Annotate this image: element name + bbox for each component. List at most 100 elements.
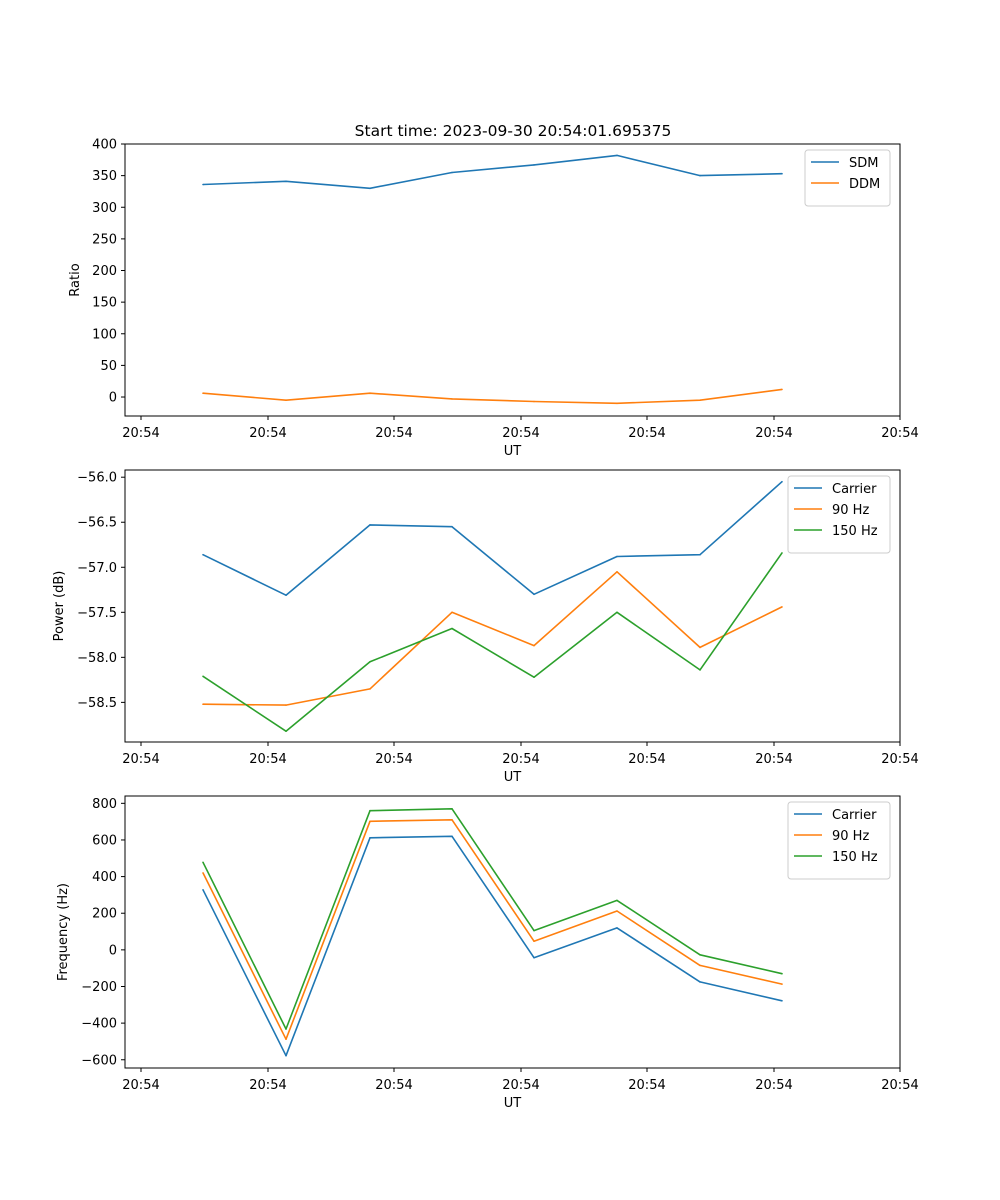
y-tick-label: −58.0 [77,651,117,666]
data-point [781,983,783,985]
data-point [285,594,287,596]
x-tick-label: 20:54 [249,426,286,441]
data-point [285,730,287,732]
data-point [451,525,453,528]
data-point [369,661,371,663]
x-tick-label: 20:54 [375,426,412,441]
data-point [781,606,783,608]
axes-frame [124,469,901,743]
y-tick-label: −57.0 [77,561,117,576]
data-point [202,183,204,186]
x-tick-label: 20:54 [755,752,792,767]
data-point [533,956,535,959]
y-tick-label: −56.0 [77,471,117,486]
data-point [616,571,618,573]
data-point [616,899,618,902]
x-tick-label: 20:54 [881,1078,918,1093]
series-line-carrier [202,481,783,597]
data-point [781,552,783,554]
data-point [533,164,535,166]
data-point [616,154,618,157]
data-point [369,524,371,526]
data-point [369,187,371,190]
series-line-90-hz [202,570,783,706]
x-tick-label: 20:54 [122,752,159,767]
y-tick-label: 250 [92,232,117,247]
data-point [533,929,535,932]
x-tick-label: 20:54 [628,426,665,441]
data-point [616,927,618,929]
data-point [781,480,783,483]
data-point [451,808,453,810]
data-point [616,611,618,614]
x-tick-label: 20:54 [375,1078,412,1093]
data-point [781,1000,783,1002]
legend-label: Carrier [832,482,877,497]
data-point [533,644,535,647]
y-tick-label: 400 [92,138,117,153]
y-axis-label: Ratio [68,263,83,296]
x-axis-label: UT [504,444,522,459]
data-point [699,553,701,556]
frequency-chart: 20:54 20:54 20:54 20:54 20:54 20:54 20:54 −600 −… [56,795,919,1111]
legend: Carrier 90 Hz 150 Hz [787,801,891,880]
x-axis-label: UT [504,1096,522,1111]
data-point [202,861,204,864]
y-tick-label: −400 [81,1017,117,1032]
y-tick-label: −58.5 [77,696,117,711]
series-line-sdm [202,154,783,190]
figure-title: Start time: 2023-09-30 20:54:01.695375 [355,122,672,140]
x-axis-label: UT [504,770,522,785]
ratio-chart: 20:54 20:54 20:54 20:54 20:54 20:54 20:54 0 50 10… [68,138,919,460]
data-point [369,392,371,395]
data-point [451,819,453,821]
data-point [533,593,535,596]
x-tick-label: 20:54 [122,1078,159,1093]
data-point [533,940,535,942]
legend-label: 90 Hz [832,503,869,518]
data-point [699,964,701,967]
data-point [781,972,783,975]
x-tick-label: 20:54 [249,1078,286,1093]
data-point [699,174,701,177]
data-point [781,172,783,175]
data-point [285,180,287,183]
data-point [699,954,701,956]
data-point [369,837,371,839]
y-tick-label: 100 [92,327,117,342]
data-point [202,553,204,556]
y-tick-label: 300 [92,201,117,216]
data-point [616,555,618,558]
data-point [285,1054,287,1057]
legend: Carrier 90 Hz 150 Hz [787,475,891,554]
y-tick-label: −56.5 [77,516,117,531]
data-point [202,703,204,705]
y-tick-label: 350 [92,169,117,184]
data-point [285,704,287,706]
legend-label: Carrier [832,808,877,823]
x-tick-label: 20:54 [502,426,539,441]
y-tick-label: 0 [109,391,117,406]
data-point [533,676,535,678]
data-point [616,402,618,405]
data-point [451,398,453,400]
x-tick-label: 20:54 [755,1078,792,1093]
legend: SDM DDM [804,149,891,207]
y-tick-label: 0 [109,943,117,958]
y-tick-label: 600 [92,833,117,848]
data-point [202,675,204,678]
data-point [451,611,453,614]
y-tick-label: 150 [92,296,117,311]
x-tick-label: 20:54 [502,1078,539,1093]
y-axis-label: Power (dB) [52,571,67,642]
data-point [202,392,204,395]
y-tick-label: 800 [92,797,117,812]
data-point [781,388,783,391]
data-point [202,872,204,874]
data-point [369,809,371,812]
x-tick-label: 20:54 [881,426,918,441]
legend-box [787,475,891,554]
x-tick-label: 20:54 [122,426,159,441]
legend-box [804,149,891,207]
x-tick-label: 20:54 [628,1078,665,1093]
